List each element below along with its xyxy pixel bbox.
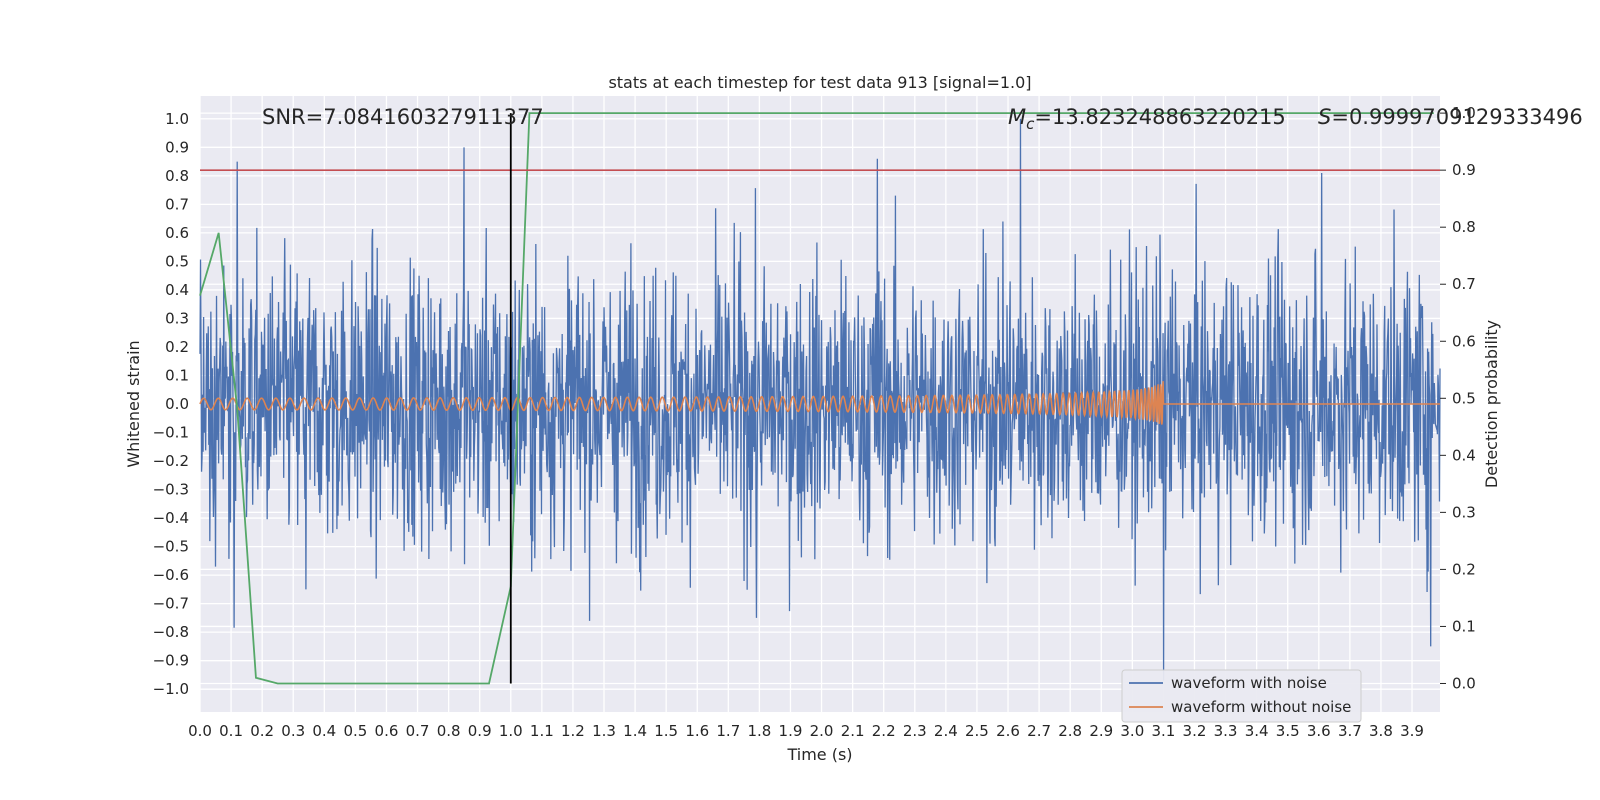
series-detection-probability <box>199 112 1434 685</box>
y2-tick-label: 0.9 <box>1452 161 1476 179</box>
x-tick-label: 2.5 <box>965 722 989 740</box>
x-tick-label: 3.4 <box>1245 722 1269 740</box>
x-tick-label: 0.0 <box>188 722 212 740</box>
x-tick-label: 0.3 <box>281 722 305 740</box>
legend-box <box>1121 669 1362 723</box>
y-tick-label: 1.0 <box>165 110 189 128</box>
y-tick-label: −0.1 <box>153 424 189 442</box>
y2-axis-label: Detection probability <box>1482 320 1501 488</box>
x-tick-label: 2.7 <box>1027 722 1051 740</box>
x-tick-label: 2.3 <box>903 722 927 740</box>
y2-tick-label: 0.5 <box>1452 389 1476 407</box>
y2-tick-label: 1.0 <box>1452 104 1476 122</box>
x-axis-label: Time (s) <box>786 745 852 764</box>
x-tick-label: 3.3 <box>1214 722 1238 740</box>
x-tick-label: 2.8 <box>1058 722 1082 740</box>
x-tick-label: 1.1 <box>530 722 554 740</box>
x-tick-label: 3.7 <box>1338 722 1362 740</box>
y-tick-label: 0.2 <box>165 338 189 356</box>
s-annotation: S=0.9999709129333496 <box>1318 105 1583 129</box>
y-tick-label: −0.5 <box>153 538 189 556</box>
x-tick-label: 0.4 <box>312 722 336 740</box>
x-tick-label: 0.2 <box>250 722 274 740</box>
x-tick-label: 1.6 <box>685 722 709 740</box>
y2-tick-label: 0.1 <box>1452 617 1476 635</box>
y-tick-label: −0.3 <box>153 481 189 499</box>
x-tick-label: 3.5 <box>1276 722 1300 740</box>
y-tick-label: 0.5 <box>165 252 189 270</box>
y2-tick-label: 0.0 <box>1452 674 1476 692</box>
y-tick-label: −0.4 <box>153 509 189 527</box>
y2-tick-label: 0.6 <box>1452 332 1476 350</box>
y-tick-label: 0.7 <box>165 195 189 213</box>
chart-title: stats at each timestep for test data 913… <box>608 73 1031 92</box>
series-waveform-without-noise <box>199 381 1440 425</box>
y2-tick-label: 0.2 <box>1452 560 1476 578</box>
legend: waveform with noise waveform without noi… <box>1121 669 1362 723</box>
y-tick-label: 0.8 <box>165 167 189 185</box>
mc-symbol: M <box>1008 105 1026 129</box>
x-tick-label: 0.6 <box>375 722 399 740</box>
x-tick-label: 1.0 <box>499 722 523 740</box>
y-tick-label: 0.6 <box>165 224 189 242</box>
probability-line <box>199 112 1434 685</box>
x-tick-label: 1.2 <box>561 722 585 740</box>
y-tick-label: 0.1 <box>165 366 189 384</box>
mc-subscript: c <box>1026 115 1035 133</box>
x-tick-label: 1.4 <box>623 722 647 740</box>
mc-value: =13.823248863220215 <box>1034 105 1285 129</box>
x-tick-label: 2.4 <box>934 722 958 740</box>
x-tick-label: 1.5 <box>654 722 678 740</box>
x-tick-label: 2.6 <box>996 722 1020 740</box>
x-tick-label: 3.1 <box>1151 722 1175 740</box>
x-tick-label: 2.1 <box>841 722 865 740</box>
y2-tick-label: 0.8 <box>1452 218 1476 236</box>
x-tick-label: 2.9 <box>1089 722 1113 740</box>
x-tick-label: 0.7 <box>406 722 430 740</box>
y-tick-label: −0.6 <box>153 566 189 584</box>
noise-line <box>199 118 1441 681</box>
series-waveform-with-noise <box>199 118 1441 681</box>
x-tick-label: 1.8 <box>747 722 771 740</box>
x-tick-label: 3.8 <box>1369 722 1393 740</box>
x-tick-label: 1.7 <box>716 722 740 740</box>
x-tick-label: 1.3 <box>592 722 616 740</box>
x-tick-label: 3.9 <box>1400 722 1424 740</box>
y-tick-labels: 1.0 0.9 0.8 0.7 0.6 0.5 0.4 0.3 0.2 0.1 0.0 −0.1 −0.… <box>153 110 189 698</box>
y-tick-label: 0.9 <box>165 138 189 156</box>
y-tick-label: −0.8 <box>153 623 189 641</box>
s-symbol: S <box>1318 105 1331 129</box>
y-tick-label: −0.9 <box>153 652 189 670</box>
snr-annotation: SNR=7.084160327911377 <box>262 105 544 129</box>
x-tick-label: 0.8 <box>437 722 461 740</box>
y-tick-label: −1.0 <box>153 680 189 698</box>
legend-label-noise: waveform with noise <box>1171 674 1327 692</box>
clean-line <box>199 381 1440 425</box>
y-tick-label: 0.0 <box>165 395 189 413</box>
y-tick-label: −0.2 <box>153 452 189 470</box>
y2-tick-label: 0.7 <box>1452 275 1476 293</box>
reference-lines <box>200 113 1440 684</box>
x-tick-labels: 0.0 0.1 0.2 0.3 0.4 0.5 0.6 0.7 0.8 0.9 1.0 1.1 1.2 1… <box>188 722 1424 740</box>
x-tick-label: 0.9 <box>468 722 492 740</box>
y-axis-label: Whitened strain <box>124 340 143 467</box>
x-tick-label: 3.0 <box>1120 722 1144 740</box>
y2-tick-label: 0.4 <box>1452 446 1476 464</box>
x-tick-label: 2.0 <box>810 722 834 740</box>
x-tick-label: 2.2 <box>872 722 896 740</box>
x-tick-label: 3.6 <box>1307 722 1331 740</box>
y-tick-label: 0.4 <box>165 281 189 299</box>
x-tick-label: 1.9 <box>779 722 803 740</box>
x-tick-label: 0.1 <box>219 722 243 740</box>
s-value: =0.9999709129333496 <box>1331 105 1582 129</box>
y-tick-label: 0.3 <box>165 309 189 327</box>
y-tick-label: −0.7 <box>153 595 189 613</box>
x-tick-label: 3.2 <box>1183 722 1207 740</box>
x-tick-label: 0.5 <box>343 722 367 740</box>
legend-label-clean: waveform without noise <box>1171 698 1351 716</box>
y2-tick-label: 0.3 <box>1452 503 1476 521</box>
mc-annotation: Mc=13.823248863220215 <box>1008 105 1286 133</box>
y2-tick-labels: 1.0 0.9 0.8 0.7 0.6 0.5 0.4 0.3 0.2 0.1 0.0 <box>1440 104 1476 692</box>
